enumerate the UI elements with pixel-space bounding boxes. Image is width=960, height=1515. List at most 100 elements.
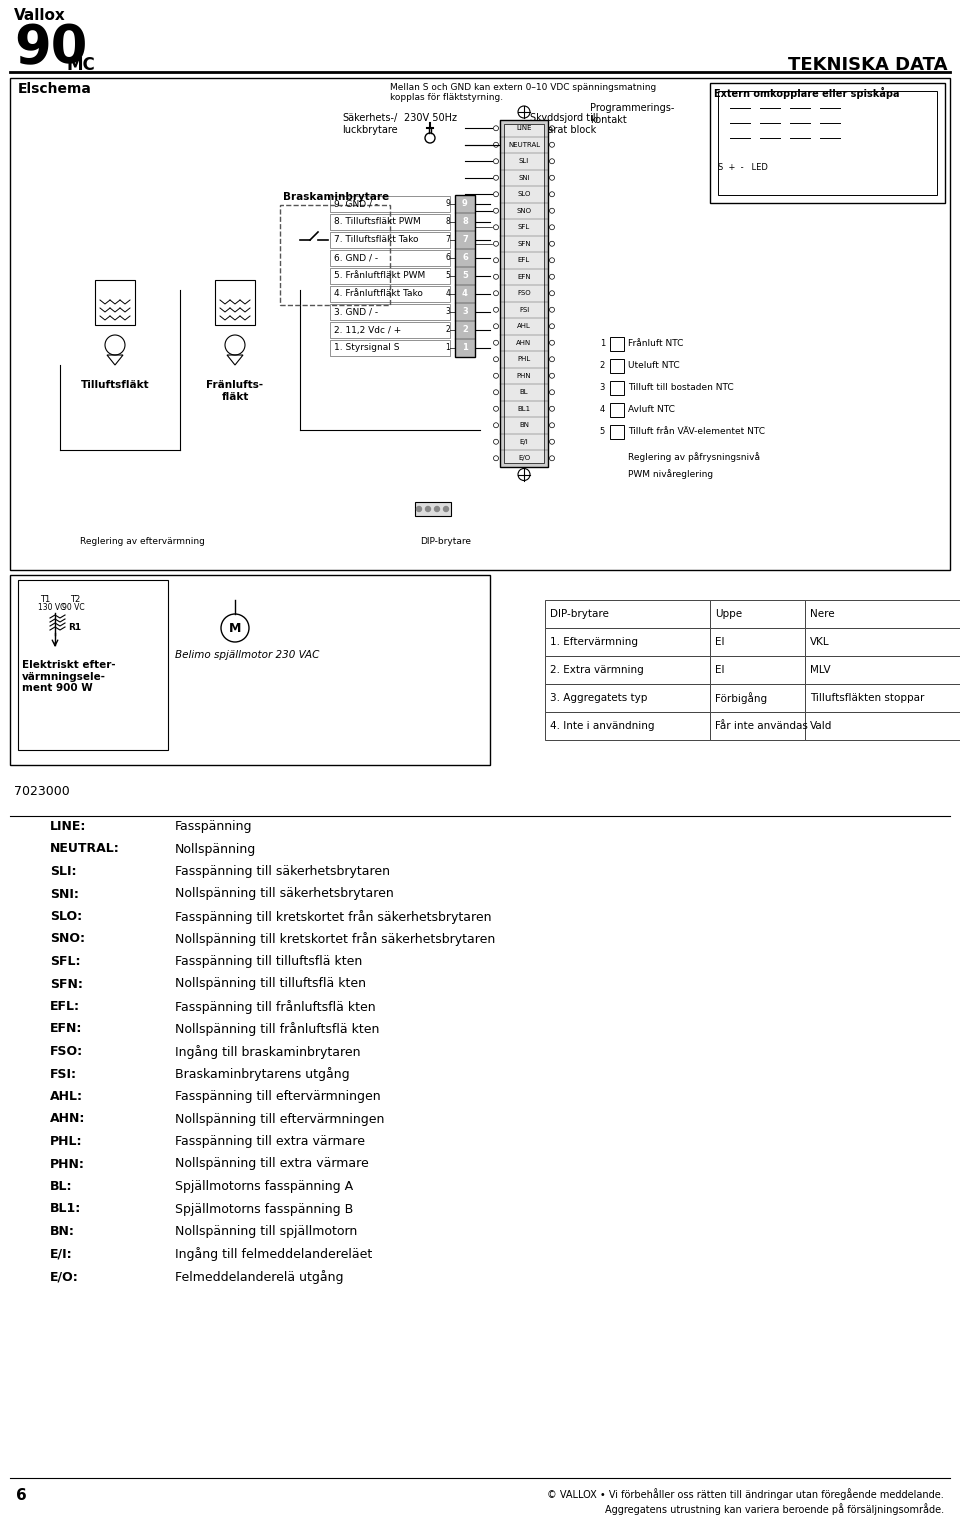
Text: PHL: PHL (517, 356, 531, 362)
Bar (805, 629, 960, 656)
Text: 7. Tilluftsfläkt Tako: 7. Tilluftsfläkt Tako (334, 235, 419, 244)
Text: Fasspänning till frånluftsflä kten: Fasspänning till frånluftsflä kten (175, 1000, 375, 1014)
Text: LINE: LINE (516, 126, 532, 132)
Bar (805, 712, 960, 739)
Text: Spjällmotorns fasspänning B: Spjällmotorns fasspänning B (175, 1203, 353, 1215)
Text: Nollspänning till spjällmotorn: Nollspänning till spjällmotorn (175, 1226, 357, 1238)
Text: 9: 9 (445, 200, 450, 209)
Text: S  +  -   LED: S + - LED (718, 164, 768, 173)
Bar (330, 214, 450, 230)
Text: Nollspänning till eftervärmningen: Nollspänning till eftervärmningen (175, 1112, 384, 1126)
Text: © VALLOX • Vi förbehåller oss rätten till ändringar utan föregående meddelande.: © VALLOX • Vi förbehåller oss rätten til… (547, 1488, 944, 1500)
Text: 4. Inte i användning: 4. Inte i användning (550, 721, 655, 732)
Text: Skyddsjord till
separat block: Skyddsjord till separat block (530, 114, 598, 135)
Text: EFN: EFN (517, 274, 531, 280)
Text: Fasspänning till extra värmare: Fasspänning till extra värmare (175, 1135, 365, 1148)
Text: 1: 1 (600, 339, 605, 348)
Text: 3. GND / -: 3. GND / - (334, 308, 378, 317)
Text: 4: 4 (600, 406, 605, 415)
Text: Ingång till felmeddelandereläet: Ingång till felmeddelandereläet (175, 1247, 372, 1262)
Text: 7023000: 7023000 (14, 785, 70, 798)
Text: 230V 50Hz: 230V 50Hz (403, 114, 457, 123)
Text: 4. Frånluftfläkt Tako: 4. Frånluftfläkt Tako (334, 289, 422, 298)
Text: SNO: SNO (516, 208, 532, 214)
Text: 90: 90 (14, 23, 87, 74)
Text: 9: 9 (462, 200, 468, 209)
Text: AHL:: AHL: (50, 1089, 83, 1103)
Bar (504, 124, 544, 462)
Text: 9. GND / -: 9. GND / - (334, 200, 378, 209)
Text: 3. Aggregatets typ: 3. Aggregatets typ (550, 692, 647, 703)
Text: SLI: SLI (518, 158, 529, 164)
Text: 1. Styrsignal S: 1. Styrsignal S (334, 344, 399, 353)
Text: PHL:: PHL: (50, 1135, 83, 1148)
Text: 1 2 3 4: 1 2 3 4 (420, 504, 446, 514)
Bar (610, 336, 624, 351)
Text: 5: 5 (445, 271, 450, 280)
Text: Nollspänning till kretskortet från säkerhetsbrytaren: Nollspänning till kretskortet från säker… (175, 933, 495, 947)
Text: PHN:: PHN: (50, 1157, 84, 1171)
Text: Vald: Vald (810, 721, 832, 732)
Text: 5: 5 (600, 427, 605, 436)
Text: Braskaminbrytare: Braskaminbrytare (283, 192, 389, 201)
Bar (10, 576, 490, 765)
Text: E/O: E/O (518, 454, 530, 461)
Text: Elektriskt efter-
värmningsele-
ment 900 W: Elektriskt efter- värmningsele- ment 900… (22, 661, 115, 694)
Text: SFN: SFN (517, 241, 531, 247)
Bar (330, 339, 450, 356)
Text: BL1:: BL1: (50, 1203, 82, 1215)
Bar (610, 403, 624, 417)
Bar (330, 286, 450, 301)
Bar (718, 91, 937, 195)
Text: Felmeddelanderelä utgång: Felmeddelanderelä utgång (175, 1270, 344, 1285)
Bar (330, 268, 450, 283)
Text: DIP-brytare: DIP-brytare (550, 609, 609, 620)
Text: 130 VC: 130 VC (38, 603, 65, 612)
Bar (805, 683, 960, 712)
Text: Fasspänning till säkerhetsbrytaren: Fasspänning till säkerhetsbrytaren (175, 865, 390, 879)
Text: Tilluft till bostaden NTC: Tilluft till bostaden NTC (628, 383, 733, 392)
Text: E/I:: E/I: (50, 1247, 73, 1260)
Text: TEKNISKA DATA: TEKNISKA DATA (788, 56, 948, 74)
Text: Fränlufts-
fläkt: Fränlufts- fläkt (206, 380, 264, 401)
Text: 1: 1 (462, 344, 468, 353)
Text: SFL: SFL (517, 224, 530, 230)
Text: 5: 5 (462, 271, 468, 280)
Bar (710, 712, 805, 739)
Text: FSI:: FSI: (50, 1068, 77, 1080)
Bar (415, 501, 451, 517)
Text: BL: BL (519, 389, 528, 395)
Text: SNO:: SNO: (50, 933, 85, 945)
Bar (545, 656, 710, 683)
Bar (330, 195, 450, 212)
Text: 6. GND / -: 6. GND / - (334, 253, 378, 262)
Text: El: El (715, 636, 725, 647)
Text: Säkerhets-/
luckbrytare: Säkerhets-/ luckbrytare (342, 114, 397, 135)
Text: 6: 6 (462, 253, 468, 262)
Text: SLO:: SLO: (50, 911, 83, 923)
Bar (330, 232, 450, 248)
Bar (95, 280, 135, 326)
Text: 4: 4 (462, 289, 468, 298)
Text: Ingång till braskaminbrytaren: Ingång till braskaminbrytaren (175, 1045, 361, 1059)
Text: NEUTRAL:: NEUTRAL: (50, 842, 120, 856)
Text: 7: 7 (445, 235, 450, 244)
Circle shape (425, 506, 430, 512)
Text: Reglering av påfrysningsnivå: Reglering av påfrysningsnivå (628, 451, 760, 462)
Text: Fasspänning till eftervärmningen: Fasspänning till eftervärmningen (175, 1089, 380, 1103)
Text: Nollspänning till frånluftsflä kten: Nollspänning till frånluftsflä kten (175, 1023, 379, 1036)
Text: SFN:: SFN: (50, 977, 83, 991)
Text: 5. Frånluftfläkt PWM: 5. Frånluftfläkt PWM (334, 271, 425, 280)
Bar (330, 323, 450, 338)
Bar (280, 205, 390, 305)
Text: Förbigång: Förbigång (715, 692, 767, 704)
Circle shape (435, 506, 440, 512)
Bar (330, 250, 450, 267)
Text: Vallox: Vallox (14, 8, 65, 23)
Bar (330, 305, 450, 320)
Bar (805, 600, 960, 629)
Text: Nollspänning till säkerhetsbrytaren: Nollspänning till säkerhetsbrytaren (175, 888, 394, 900)
Text: MC: MC (66, 56, 95, 74)
Bar (710, 656, 805, 683)
Text: E/O:: E/O: (50, 1270, 79, 1283)
